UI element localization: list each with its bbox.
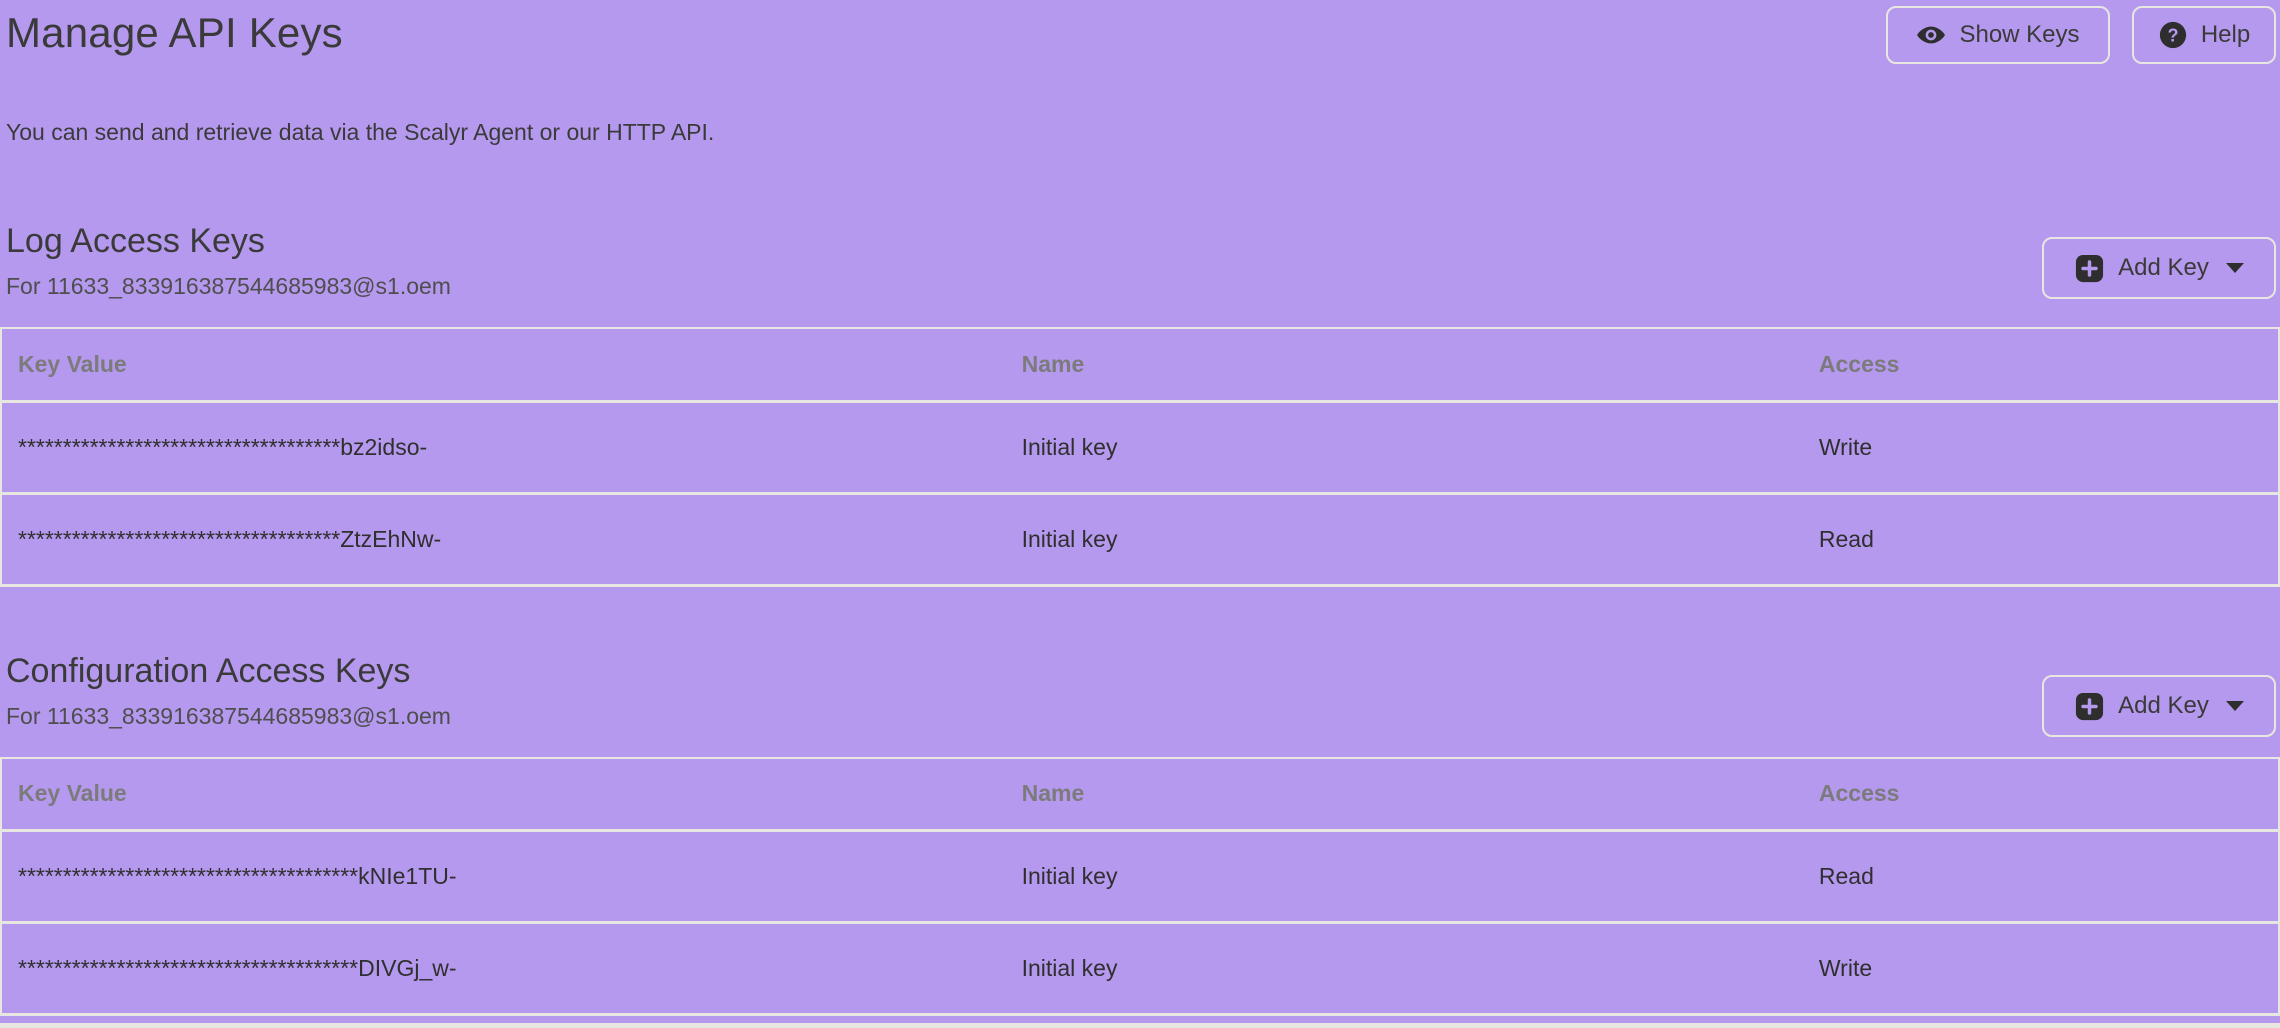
log-access-keys-table: Key Value Name Access ******************… [0,327,2280,587]
plus-icon [2076,254,2104,282]
add-key-label: Add Key [2118,692,2209,719]
add-key-label: Add Key [2118,254,2209,281]
configuration-access-keys-title: Configuration Access Keys [6,651,411,690]
column-header-access: Access [1802,756,2280,831]
key-access-cell: Write [1802,921,2280,1016]
column-header-name: Name [1005,327,1803,401]
column-header-key-value: Key Value [0,327,1006,401]
page-title: Manage API Keys [6,9,343,56]
key-name-cell: Initial key [1005,491,1803,587]
table-row: **************************************kN… [0,829,2280,924]
bottom-border-strip [0,1023,2280,1028]
column-header-name: Name [1005,756,1803,831]
column-header-key-value: Key Value [0,756,1006,831]
key-name-cell: Initial key [1005,399,1803,495]
log-access-keys-account: For 11633_833916387544685983@s1.oem [6,273,451,299]
table-header-row: Key Value Name Access [0,327,2280,401]
configuration-access-keys-account: For 11633_833916387544685983@s1.oem [6,702,451,729]
key-value-cell: **************************************kN… [0,829,1006,924]
column-header-access: Access [1802,327,2280,401]
help-label: Help [2200,21,2251,48]
help-button[interactable]: ? Help [2132,6,2276,64]
plus-icon [2076,692,2104,720]
table-row: ************************************bz2i… [0,399,2280,495]
show-keys-label: Show Keys [1959,21,2080,48]
key-name-cell: Initial key [1005,829,1803,924]
add-configuration-key-button[interactable]: Add Key [2042,675,2276,737]
key-name-cell: Initial key [1005,921,1803,1016]
table-header-row: Key Value Name Access [0,756,2280,831]
log-access-keys-title: Log Access Keys [6,222,265,260]
eye-icon [1917,26,1946,44]
key-access-cell: Read [1802,829,2280,924]
configuration-access-keys-table: Key Value Name Access ******************… [0,756,2280,1016]
question-icon: ? [2159,21,2186,49]
caret-down-icon [2225,701,2244,711]
key-value-cell: ************************************ZtzE… [0,491,1006,587]
show-keys-button[interactable]: Show Keys [1886,6,2110,64]
key-access-cell: Read [1802,491,2280,587]
key-access-cell: Write [1802,399,2280,495]
key-value-cell: ************************************bz2i… [0,399,1006,495]
page-subtitle: You can send and retrieve data via the S… [6,119,715,145]
add-log-key-button[interactable]: Add Key [2042,237,2276,299]
table-row: ************************************ZtzE… [0,491,2280,587]
key-value-cell: **************************************DI… [0,921,1006,1016]
table-row: **************************************DI… [0,921,2280,1016]
svg-text:?: ? [2167,26,2178,46]
caret-down-icon [2225,263,2244,273]
